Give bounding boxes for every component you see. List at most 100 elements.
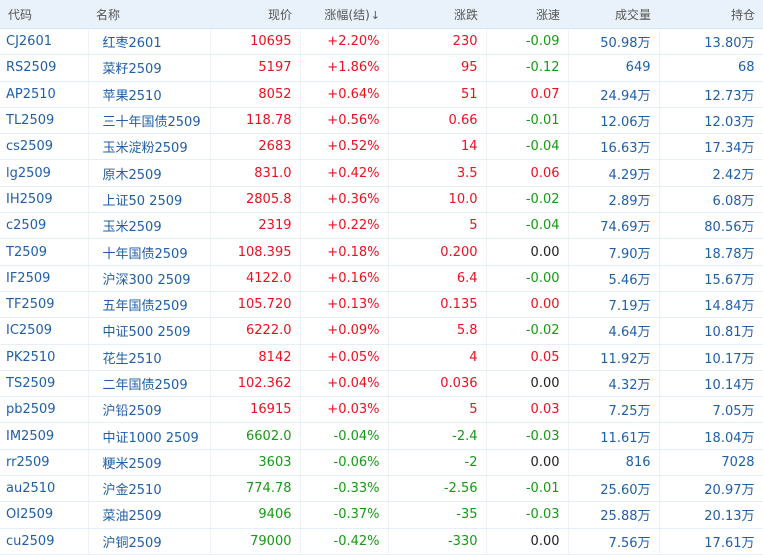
column-header-open-interest[interactable]: 持仓: [659, 0, 763, 29]
change-pct-cell: +0.09%: [300, 317, 389, 345]
change-pct-cell: +0.03%: [300, 396, 389, 424]
contract-name[interactable]: 菜油2509: [88, 501, 211, 529]
contract-code[interactable]: cu2509: [0, 528, 89, 555]
change-cell: 51: [388, 81, 487, 108]
contract-name[interactable]: 玉米淀粉2509: [88, 133, 211, 161]
volume-cell: 16.63万: [568, 133, 660, 161]
contract-name[interactable]: 原木2509: [88, 159, 211, 187]
contract-name[interactable]: 十年国债2509: [88, 238, 211, 266]
speed-cell: 0.05: [486, 344, 569, 371]
volume-cell: 816: [568, 449, 660, 477]
contract-code[interactable]: TF2509: [0, 291, 89, 319]
contract-code[interactable]: IF2509: [0, 265, 89, 292]
contract-name[interactable]: 红枣2601: [88, 28, 211, 56]
contract-name[interactable]: 沪铜2509: [88, 528, 211, 555]
speed-cell: 0.00: [486, 238, 569, 266]
contract-code[interactable]: pb2509: [0, 396, 89, 424]
table-row[interactable]: RS2509 菜籽2509 5197 +1.86% 95 -0.12 649 68: [0, 54, 763, 82]
contract-code[interactable]: IC2509: [0, 317, 89, 345]
contract-name[interactable]: 中证1000 2509: [88, 422, 211, 450]
contract-name[interactable]: 沪金2510: [88, 475, 211, 503]
table-row[interactable]: pb2509 沪铅2509 16915 +0.03% 5 0.03 7.25万 7.05万: [0, 396, 763, 424]
contract-name[interactable]: 菜籽2509: [88, 54, 211, 82]
table-row[interactable]: IM2509 中证1000 2509 6602.0 -0.04% -2.4 -0.03 11…: [0, 422, 763, 450]
speed-cell: -0.03: [486, 422, 569, 450]
contract-name[interactable]: 中证500 2509: [88, 317, 211, 345]
change-cell: 230: [388, 28, 487, 56]
table-row[interactable]: TL2509 三十年国债2509 118.78 +0.56% 0.66 -0.01 12.0…: [0, 107, 763, 135]
contract-name[interactable]: 沪深300 2509: [88, 265, 211, 292]
price-cell: 3603: [210, 449, 301, 477]
column-header-volume[interactable]: 成交量: [568, 0, 659, 29]
volume-cell: 4.32万: [568, 370, 660, 398]
table-row[interactable]: AP2510 苹果2510 8052 +0.64% 51 0.07 24.94万 12.73万: [0, 81, 763, 108]
column-header-change-pct[interactable]: 涨幅(结)↓: [300, 0, 388, 29]
table-row[interactable]: TS2509 二年国债2509 102.362 +0.04% 0.036 0.00 4.32…: [0, 370, 763, 398]
column-header-name[interactable]: 名称: [88, 0, 210, 29]
change-pct-cell: +0.36%: [300, 186, 389, 214]
price-cell: 108.395: [210, 238, 301, 266]
column-header-code[interactable]: 代码: [0, 0, 88, 29]
contract-code[interactable]: PK2510: [0, 344, 89, 371]
contract-code[interactable]: AP2510: [0, 81, 89, 108]
contract-code[interactable]: lg2509: [0, 159, 89, 187]
change-cell: 10.0: [388, 186, 487, 214]
contract-name[interactable]: 玉米2509: [88, 212, 211, 240]
table-row[interactable]: IC2509 中证500 2509 6222.0 +0.09% 5.8 -0.02 4.64…: [0, 317, 763, 345]
contract-code[interactable]: IH2509: [0, 186, 89, 214]
change-cell: -2.56: [388, 475, 487, 503]
table-row[interactable]: IH2509 上证50 2509 2805.8 +0.36% 10.0 -0.02 2.89…: [0, 186, 763, 214]
table-row[interactable]: CJ2601 红枣2601 10695 +2.20% 230 -0.09 50.98万 13.…: [0, 28, 763, 56]
contract-name[interactable]: 苹果2510: [88, 81, 211, 108]
contract-code[interactable]: TL2509: [0, 107, 89, 135]
speed-cell: 0.03: [486, 396, 569, 424]
contract-name[interactable]: 三十年国债2509: [88, 107, 211, 135]
change-cell: 0.036: [388, 370, 487, 398]
column-header-speed[interactable]: 涨速: [486, 0, 568, 29]
contract-code[interactable]: IM2509: [0, 422, 89, 450]
open-interest-cell: 18.78万: [659, 238, 763, 266]
open-interest-cell: 68: [659, 54, 763, 82]
open-interest-cell: 12.73万: [659, 81, 763, 108]
change-cell: 0.66: [388, 107, 487, 135]
contract-name[interactable]: 五年国债2509: [88, 291, 211, 319]
table-row[interactable]: rr2509 粳米2509 3603 -0.06% -2 0.00 816 7028: [0, 449, 763, 477]
volume-cell: 2.89万: [568, 186, 660, 214]
table-row[interactable]: cs2509 玉米淀粉2509 2683 +0.52% 14 -0.04 16.63万 17.…: [0, 133, 763, 161]
contract-code[interactable]: CJ2601: [0, 28, 89, 56]
price-cell: 774.78: [210, 475, 301, 503]
table-row[interactable]: lg2509 原木2509 831.0 +0.42% 3.5 0.06 4.29万 2.42万: [0, 159, 763, 187]
change-pct-cell: +2.20%: [300, 28, 389, 56]
change-cell: 5.8: [388, 317, 487, 345]
table-row[interactable]: PK2510 花生2510 8142 +0.05% 4 0.05 11.92万 10.17万: [0, 344, 763, 371]
contract-name[interactable]: 上证50 2509: [88, 186, 211, 214]
contract-name[interactable]: 花生2510: [88, 344, 211, 371]
contract-code[interactable]: T2509: [0, 238, 89, 266]
contract-code[interactable]: RS2509: [0, 54, 89, 82]
contract-code[interactable]: OI2509: [0, 501, 89, 529]
contract-name[interactable]: 粳米2509: [88, 449, 211, 477]
contract-name[interactable]: 沪铅2509: [88, 396, 211, 424]
contract-code[interactable]: TS2509: [0, 370, 89, 398]
open-interest-cell: 7.05万: [659, 396, 763, 424]
table-row[interactable]: c2509 玉米2509 2319 +0.22% 5 -0.04 74.69万 80.56万: [0, 212, 763, 240]
contract-code[interactable]: au2510: [0, 475, 89, 503]
speed-cell: -0.09: [486, 28, 569, 56]
table-row[interactable]: OI2509 菜油2509 9406 -0.37% -35 -0.03 25.88万 20.1…: [0, 501, 763, 529]
change-cell: -35: [388, 501, 487, 529]
contract-name[interactable]: 二年国债2509: [88, 370, 211, 398]
contract-code[interactable]: rr2509: [0, 449, 89, 477]
change-cell: 0.200: [388, 238, 487, 266]
table-row[interactable]: IF2509 沪深300 2509 4122.0 +0.16% 6.4 -0.00 5.46…: [0, 265, 763, 292]
contract-code[interactable]: c2509: [0, 212, 89, 240]
column-header-price[interactable]: 现价: [210, 0, 300, 29]
table-row[interactable]: T2509 十年国债2509 108.395 +0.18% 0.200 0.00 7.90万…: [0, 238, 763, 266]
open-interest-cell: 15.67万: [659, 265, 763, 292]
table-row[interactable]: TF2509 五年国债2509 105.720 +0.13% 0.135 0.00 7.19…: [0, 291, 763, 319]
table-row[interactable]: au2510 沪金2510 774.78 -0.33% -2.56 -0.01 25.60万…: [0, 475, 763, 503]
contract-code[interactable]: cs2509: [0, 133, 89, 161]
table-row[interactable]: cu2509 沪铜2509 79000 -0.42% -330 0.00 7.56万 17.6…: [0, 528, 763, 555]
volume-cell: 11.92万: [568, 344, 660, 371]
column-header-change[interactable]: 涨跌: [388, 0, 486, 29]
open-interest-cell: 18.04万: [659, 422, 763, 450]
